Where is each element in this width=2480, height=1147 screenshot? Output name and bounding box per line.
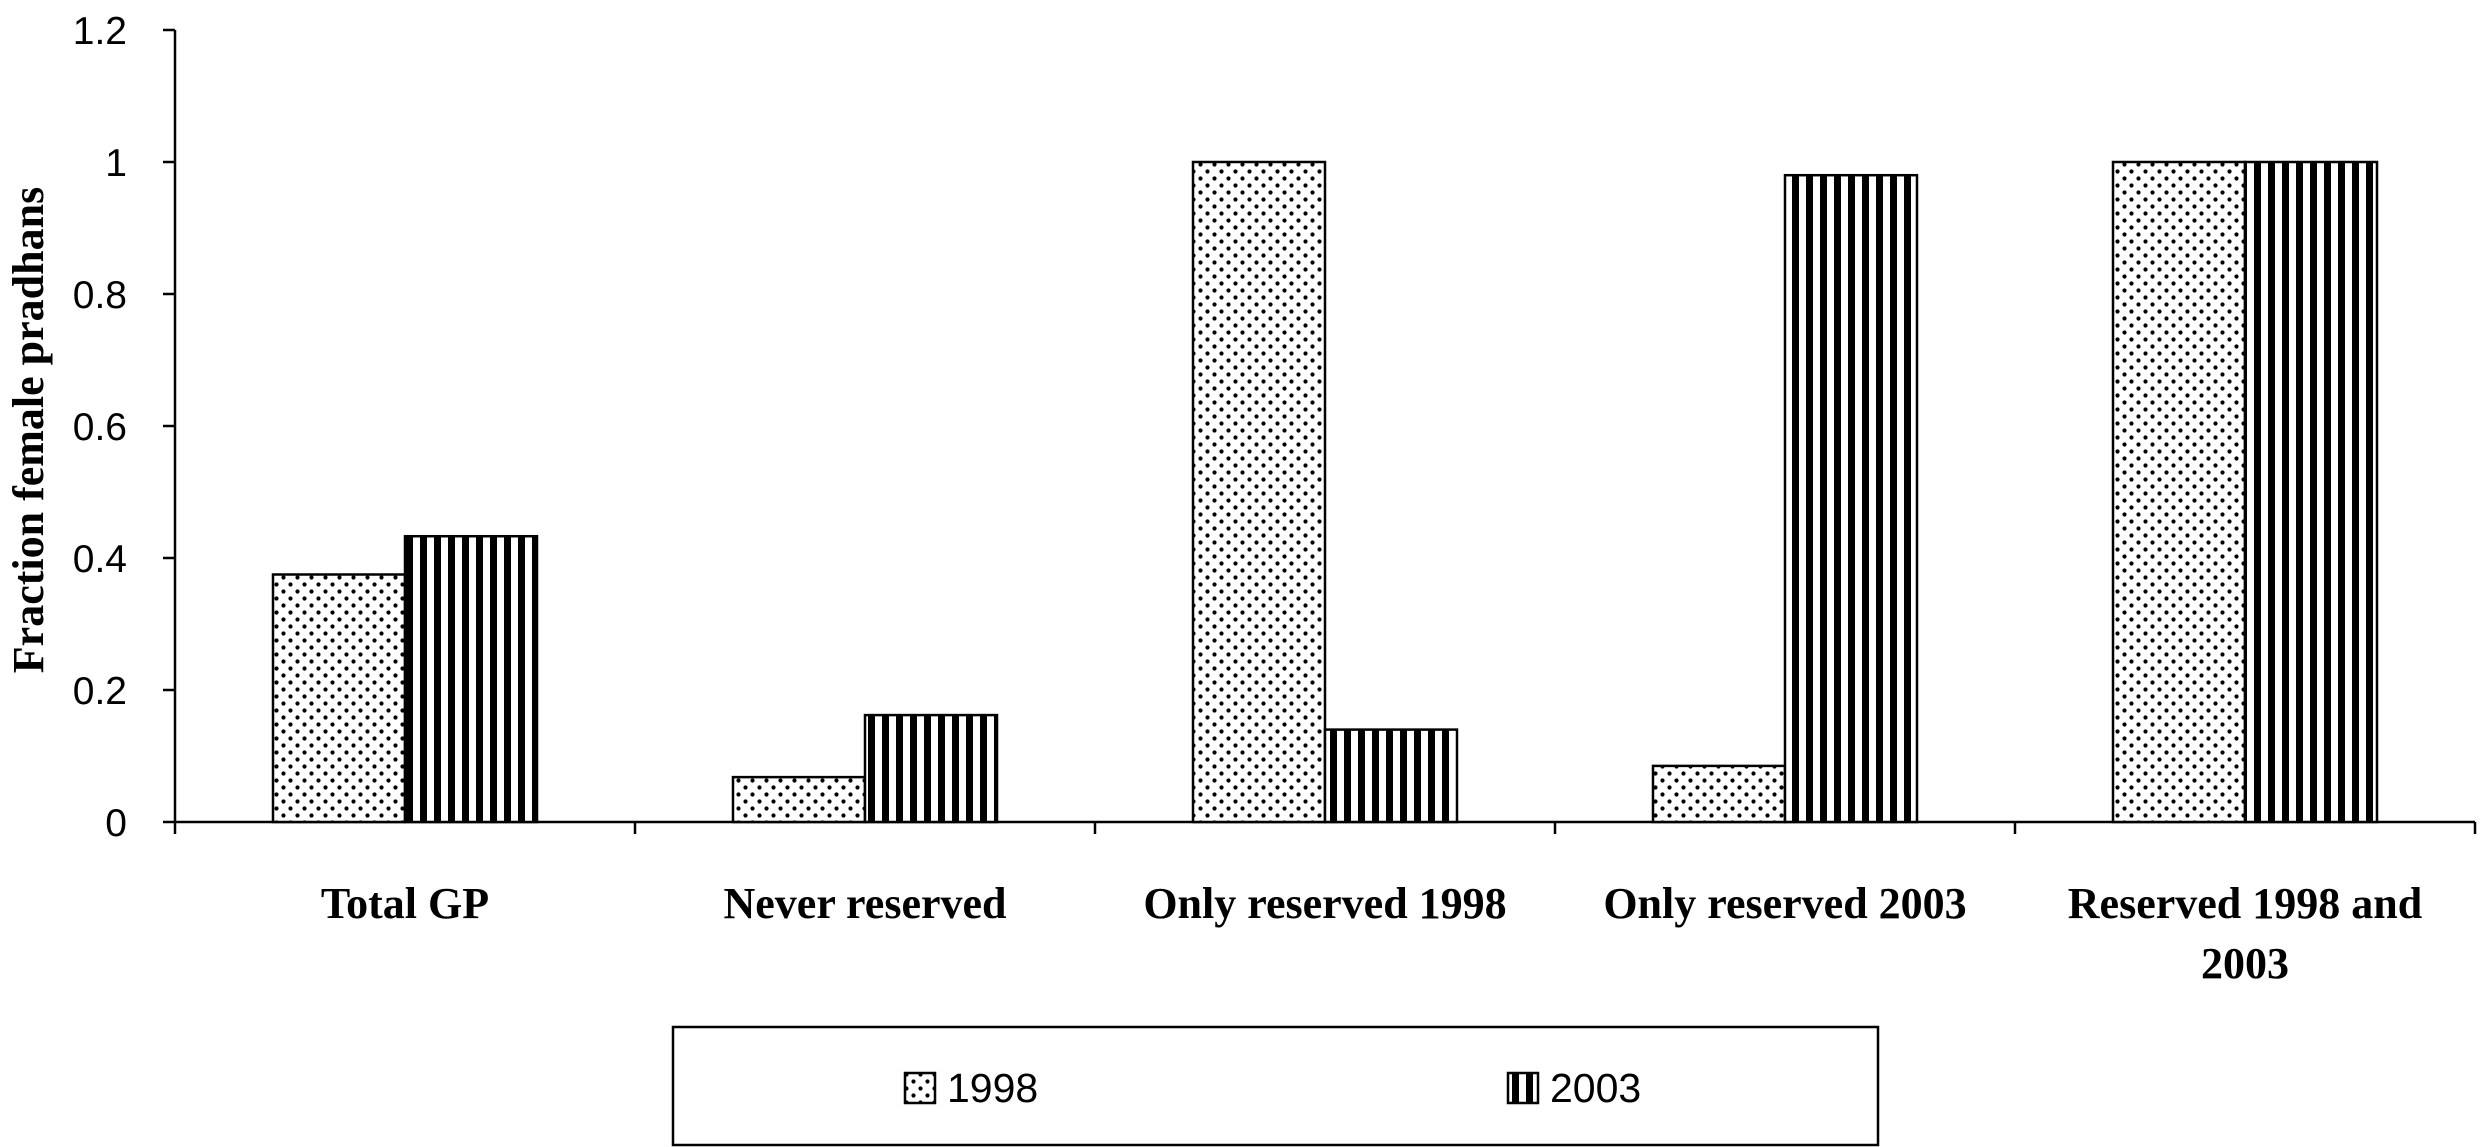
y-tick-label: 0.8 (73, 274, 127, 317)
x-category-label: Only reserved 2003 (1603, 879, 1966, 928)
bar-2003 (863, 713, 999, 824)
bar-1998 (271, 573, 407, 824)
legend: 1998 2003 (671, 1025, 1880, 1147)
y-tick-label: 0.6 (73, 406, 127, 449)
x-category-label: 2003 (2201, 939, 2289, 988)
bar-1998 (731, 775, 867, 824)
x-category-label: Only reserved 1998 (1143, 879, 1506, 928)
plot-area: 0 0.2 0.4 0.6 0.8 1 1.2 Total GP Never reserved O… (73, 10, 2477, 988)
y-axis-title: Fraction female pradhans (4, 187, 53, 673)
bar-1998 (1191, 160, 1327, 824)
bar-1998 (1651, 764, 1787, 824)
legend-label: 2003 (1550, 1065, 1641, 1111)
x-category-label: Never reserved (723, 879, 1006, 928)
legend-box (671, 1025, 1880, 1147)
y-tick-label: 1 (105, 142, 127, 185)
y-tick-label: 0.2 (73, 670, 127, 713)
bar-2003 (1783, 173, 1919, 824)
y-tick-label: 1.2 (73, 10, 127, 53)
legend-swatch-2003 (1506, 1071, 1540, 1105)
y-tick-label: 0.4 (73, 538, 127, 581)
y-tick-label: 0 (105, 802, 127, 845)
x-category-label: Total GP (321, 879, 489, 928)
legend-swatch-1998 (903, 1071, 937, 1105)
bar-2003 (403, 534, 539, 824)
bar-1998 (2111, 160, 2247, 824)
bar-2003 (2243, 160, 2379, 824)
bar-2003 (1323, 728, 1459, 824)
x-category-label: Reserved 1998 and (2068, 879, 2422, 928)
legend-label: 1998 (947, 1065, 1038, 1111)
